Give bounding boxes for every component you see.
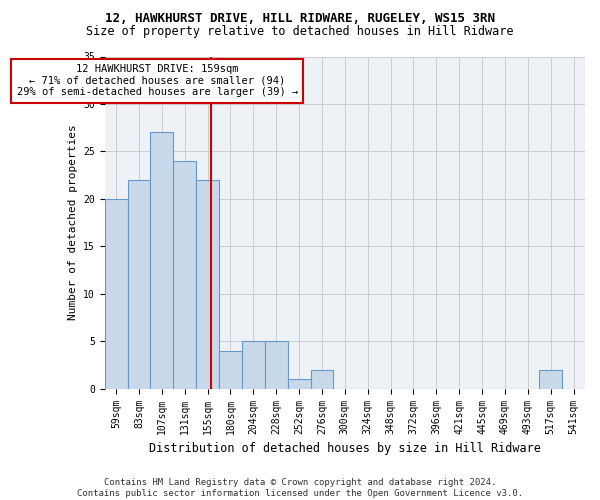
Bar xyxy=(173,161,196,388)
Text: Contains HM Land Registry data © Crown copyright and database right 2024.
Contai: Contains HM Land Registry data © Crown c… xyxy=(77,478,523,498)
Bar xyxy=(128,180,151,388)
Bar xyxy=(311,370,334,388)
Bar xyxy=(196,180,219,388)
Bar xyxy=(242,341,265,388)
Bar xyxy=(151,132,173,388)
Bar xyxy=(219,350,242,389)
Bar xyxy=(104,199,128,388)
Bar xyxy=(287,379,311,388)
Y-axis label: Number of detached properties: Number of detached properties xyxy=(68,124,77,320)
Text: Size of property relative to detached houses in Hill Ridware: Size of property relative to detached ho… xyxy=(86,25,514,38)
X-axis label: Distribution of detached houses by size in Hill Ridware: Distribution of detached houses by size … xyxy=(149,442,541,455)
Text: 12, HAWKHURST DRIVE, HILL RIDWARE, RUGELEY, WS15 3RN: 12, HAWKHURST DRIVE, HILL RIDWARE, RUGEL… xyxy=(105,12,495,26)
Text: 12 HAWKHURST DRIVE: 159sqm
← 71% of detached houses are smaller (94)
29% of semi: 12 HAWKHURST DRIVE: 159sqm ← 71% of deta… xyxy=(17,64,298,98)
Bar xyxy=(539,370,562,388)
Bar xyxy=(265,341,287,388)
